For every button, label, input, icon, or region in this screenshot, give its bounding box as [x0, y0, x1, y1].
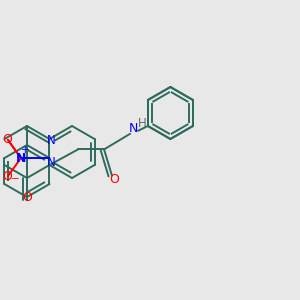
Text: +: + — [21, 145, 29, 155]
Text: O: O — [2, 133, 12, 146]
Text: N: N — [47, 134, 56, 148]
Text: H: H — [138, 117, 146, 130]
Text: O: O — [22, 190, 32, 204]
Text: N: N — [16, 152, 26, 164]
Text: O: O — [109, 173, 119, 186]
Text: −: − — [11, 174, 19, 184]
Text: N: N — [47, 157, 56, 169]
Text: O: O — [2, 170, 12, 183]
Text: N: N — [128, 122, 138, 135]
